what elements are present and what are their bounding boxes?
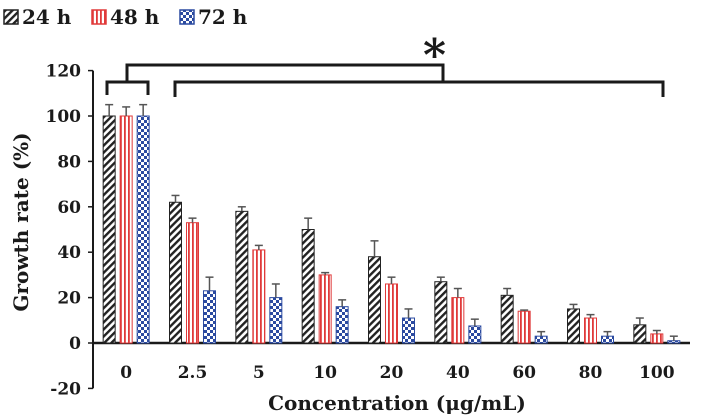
- bracket-treated-groups: [173, 80, 665, 97]
- legend-item-24h: 24 h: [3, 5, 72, 29]
- legend-label-48h: 48 h: [110, 5, 160, 29]
- bar-24h-0: [102, 115, 116, 344]
- y-tick-label: -20: [50, 379, 81, 399]
- bar-48h-5: [252, 249, 266, 344]
- significance-asterisk: *: [423, 30, 446, 81]
- significance-bracket: [105, 63, 665, 97]
- bar-48h-80: [584, 317, 597, 344]
- bar-72h-100: [667, 340, 681, 344]
- bracket-control-group: [105, 80, 150, 95]
- bar-72h-0: [136, 115, 150, 344]
- y-tick-label: 120: [46, 62, 82, 82]
- y-tick-label: 60: [57, 198, 81, 218]
- bars: [102, 103, 681, 344]
- legend-swatch-48h: [91, 9, 107, 25]
- bar-48h-20: [385, 283, 398, 344]
- legend: 24 h 48 h 72 h: [3, 5, 248, 29]
- bar-48h-2.5: [186, 222, 199, 344]
- x-category-label: 10: [313, 363, 337, 383]
- y-axis-title: Growth rate (%): [9, 132, 33, 311]
- x-category-label: 2.5: [178, 363, 208, 383]
- y-tick-label: 80: [57, 152, 81, 172]
- bar-72h-40: [468, 325, 482, 344]
- bar-24h-100: [633, 324, 647, 344]
- x-axis-title: Concentration (μg/mL): [268, 391, 526, 415]
- x-category-label: 5: [253, 363, 265, 383]
- legend-item-48h: 48 h: [91, 5, 160, 29]
- bar-24h-10: [301, 229, 315, 344]
- y-tick-label: 20: [57, 289, 81, 309]
- bar-48h-0: [119, 115, 133, 344]
- bar-72h-80: [601, 335, 614, 344]
- legend-swatch-24h: [3, 9, 19, 25]
- x-category-label: 100: [639, 363, 675, 383]
- legend-swatch-72h: [179, 9, 195, 25]
- x-category-label: 40: [446, 363, 470, 383]
- y-tick-label: 100: [46, 107, 82, 127]
- bar-48h-100: [650, 333, 664, 344]
- y-axis-ticks: -20 0 20 40 60 80 100 120: [46, 62, 93, 399]
- bar-48h-60: [517, 310, 531, 344]
- y-tick-label: 40: [57, 243, 81, 263]
- bar-48h-10: [318, 274, 332, 344]
- x-category-label: 20: [380, 363, 404, 383]
- bar-72h-10: [335, 306, 349, 344]
- bar-72h-2.5: [203, 290, 216, 344]
- x-axis-categories: 0 2.5 5 10 20 40 60 80 100: [120, 363, 674, 383]
- y-tick-label: 0: [69, 334, 81, 354]
- bar-24h-80: [567, 308, 580, 344]
- x-category-label: 80: [579, 363, 603, 383]
- bar-24h-2.5: [169, 201, 182, 344]
- x-category-label: 0: [120, 363, 132, 383]
- bar-24h-40: [434, 281, 448, 344]
- bar-72h-5: [269, 297, 283, 344]
- bracket-connector: [125, 63, 445, 82]
- bar-24h-20: [368, 256, 381, 344]
- bar-24h-60: [500, 294, 514, 344]
- legend-label-24h: 24 h: [22, 5, 72, 29]
- bar-72h-20: [402, 317, 415, 344]
- x-category-label: 60: [512, 363, 536, 383]
- bar-24h-5: [235, 210, 249, 344]
- legend-item-72h: 72 h: [179, 5, 248, 29]
- bar-72h-60: [534, 335, 548, 344]
- bar-48h-40: [451, 297, 465, 344]
- legend-label-72h: 72 h: [198, 5, 248, 29]
